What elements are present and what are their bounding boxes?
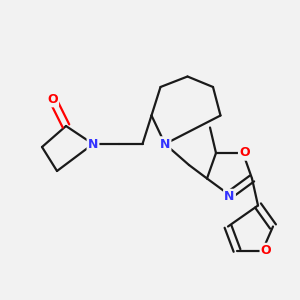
Text: O: O [261, 244, 272, 257]
Text: N: N [224, 190, 235, 203]
Text: O: O [47, 93, 58, 106]
Text: N: N [88, 137, 98, 151]
Text: O: O [239, 146, 250, 160]
Text: N: N [160, 137, 170, 151]
